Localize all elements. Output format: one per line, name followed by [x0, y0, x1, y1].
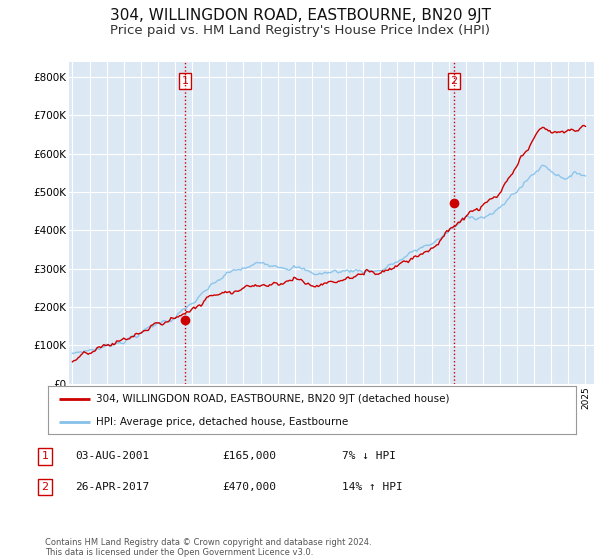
Text: 304, WILLINGDON ROAD, EASTBOURNE, BN20 9JT: 304, WILLINGDON ROAD, EASTBOURNE, BN20 9…: [110, 8, 491, 24]
Text: 1: 1: [41, 451, 49, 461]
Text: 2: 2: [41, 482, 49, 492]
Text: 26-APR-2017: 26-APR-2017: [75, 482, 149, 492]
Text: 1: 1: [181, 76, 188, 86]
Text: £470,000: £470,000: [222, 482, 276, 492]
Text: Contains HM Land Registry data © Crown copyright and database right 2024.
This d: Contains HM Land Registry data © Crown c…: [45, 538, 371, 557]
Text: 304, WILLINGDON ROAD, EASTBOURNE, BN20 9JT (detached house): 304, WILLINGDON ROAD, EASTBOURNE, BN20 9…: [95, 394, 449, 404]
Text: 14% ↑ HPI: 14% ↑ HPI: [342, 482, 403, 492]
Text: 03-AUG-2001: 03-AUG-2001: [75, 451, 149, 461]
Text: £165,000: £165,000: [222, 451, 276, 461]
Text: 7% ↓ HPI: 7% ↓ HPI: [342, 451, 396, 461]
Text: Price paid vs. HM Land Registry's House Price Index (HPI): Price paid vs. HM Land Registry's House …: [110, 24, 490, 36]
Text: 2: 2: [451, 76, 458, 86]
Text: HPI: Average price, detached house, Eastbourne: HPI: Average price, detached house, East…: [95, 417, 348, 427]
